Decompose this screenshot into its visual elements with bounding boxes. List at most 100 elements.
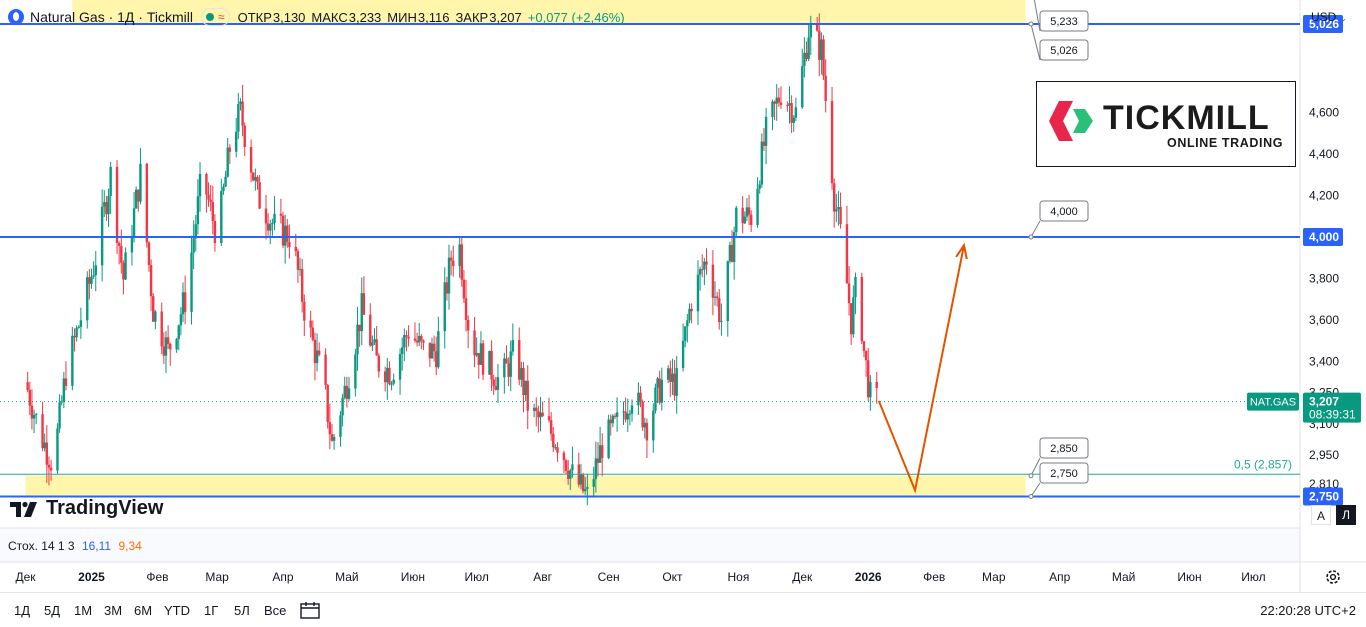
- candle[interactable]: [137, 189, 140, 212]
- candle[interactable]: [269, 219, 272, 245]
- candle[interactable]: [26, 371, 29, 393]
- candle[interactable]: [122, 260, 125, 295]
- candle[interactable]: [145, 162, 149, 248]
- candle[interactable]: [566, 459, 570, 485]
- utc-clock[interactable]: 22:20:28 UTC+2: [1260, 603, 1356, 618]
- candle[interactable]: [415, 332, 419, 347]
- candle[interactable]: [479, 331, 483, 365]
- candle[interactable]: [790, 95, 793, 133]
- candle[interactable]: [630, 399, 634, 422]
- candle[interactable]: [792, 115, 795, 132]
- candle[interactable]: [403, 328, 406, 362]
- candle[interactable]: [490, 340, 493, 391]
- timeframe-button-2[interactable]: 1М: [74, 603, 93, 618]
- candle[interactable]: [258, 174, 261, 210]
- candle[interactable]: [518, 327, 521, 386]
- candle[interactable]: [313, 332, 317, 381]
- candle[interactable]: [613, 413, 617, 420]
- candle[interactable]: [452, 245, 455, 277]
- candle[interactable]: [162, 332, 166, 365]
- candle[interactable]: [537, 405, 540, 433]
- candle[interactable]: [477, 352, 480, 379]
- candle[interactable]: [209, 184, 212, 212]
- candle[interactable]: [177, 324, 180, 351]
- candle[interactable]: [854, 272, 857, 315]
- candle[interactable]: [609, 414, 612, 436]
- candle[interactable]: [75, 325, 78, 342]
- candle[interactable]: [377, 353, 380, 378]
- candle[interactable]: [139, 147, 142, 205]
- candle[interactable]: [830, 87, 834, 190]
- candle[interactable]: [213, 214, 217, 252]
- candle[interactable]: [556, 442, 559, 462]
- candle[interactable]: [637, 382, 640, 415]
- candle[interactable]: [237, 92, 240, 140]
- candle[interactable]: [309, 310, 312, 338]
- candle[interactable]: [190, 235, 193, 325]
- candle[interactable]: [318, 342, 321, 357]
- candle[interactable]: [847, 266, 851, 316]
- candle[interactable]: [554, 444, 557, 451]
- candle[interactable]: [422, 339, 425, 351]
- candle[interactable]: [598, 426, 602, 463]
- candle[interactable]: [241, 84, 244, 137]
- candle[interactable]: [675, 356, 678, 414]
- candle[interactable]: [386, 358, 389, 400]
- candle[interactable]: [330, 424, 334, 442]
- candle[interactable]: [673, 359, 676, 401]
- candle[interactable]: [660, 367, 664, 411]
- candle[interactable]: [686, 314, 689, 343]
- candle[interactable]: [283, 214, 287, 264]
- candle[interactable]: [807, 24, 810, 62]
- candle[interactable]: [622, 401, 625, 426]
- candle[interactable]: [669, 360, 672, 397]
- gear-icon[interactable]: [1324, 568, 1342, 586]
- candle[interactable]: [71, 327, 74, 391]
- candle[interactable]: [624, 397, 627, 423]
- candle[interactable]: [400, 337, 404, 371]
- candle[interactable]: [786, 101, 789, 112]
- candle[interactable]: [271, 218, 274, 236]
- candle[interactable]: [607, 414, 610, 460]
- candle[interactable]: [539, 396, 542, 432]
- candle[interactable]: [413, 322, 417, 343]
- candle[interactable]: [73, 328, 76, 352]
- candle[interactable]: [281, 211, 285, 249]
- candle[interactable]: [298, 257, 302, 276]
- candle[interactable]: [835, 193, 838, 223]
- candle[interactable]: [671, 358, 674, 395]
- candle[interactable]: [134, 186, 138, 210]
- candle[interactable]: [715, 291, 719, 307]
- timeframe-button-4[interactable]: 6М: [134, 603, 153, 618]
- candle[interactable]: [541, 401, 544, 417]
- candle[interactable]: [194, 214, 197, 252]
- candle[interactable]: [535, 397, 538, 427]
- candle[interactable]: [149, 259, 153, 311]
- candle[interactable]: [720, 303, 723, 336]
- candle[interactable]: [643, 417, 646, 439]
- candle[interactable]: [832, 178, 836, 228]
- candle[interactable]: [266, 213, 270, 236]
- candle[interactable]: [315, 333, 319, 372]
- candle[interactable]: [205, 172, 208, 213]
- price-zone-0[interactable]: [72, 0, 1026, 25]
- candle[interactable]: [626, 398, 629, 432]
- candle[interactable]: [303, 294, 306, 337]
- candle[interactable]: [775, 84, 778, 121]
- candle[interactable]: [718, 289, 721, 330]
- candle[interactable]: [690, 303, 693, 324]
- candle[interactable]: [656, 376, 659, 404]
- candle[interactable]: [398, 348, 402, 395]
- price-callout[interactable]: 5,026: [1028, 21, 1089, 61]
- candle[interactable]: [741, 196, 744, 234]
- candle[interactable]: [117, 241, 121, 265]
- candle[interactable]: [845, 205, 849, 284]
- market-status-badge[interactable]: ≈: [200, 8, 230, 26]
- candle[interactable]: [681, 323, 685, 372]
- candle[interactable]: [445, 276, 449, 301]
- candle[interactable]: [524, 380, 527, 401]
- candle[interactable]: [494, 376, 498, 391]
- price-callout[interactable]: 5,233: [1029, 0, 1089, 32]
- candle[interactable]: [581, 472, 585, 494]
- candle[interactable]: [564, 458, 568, 474]
